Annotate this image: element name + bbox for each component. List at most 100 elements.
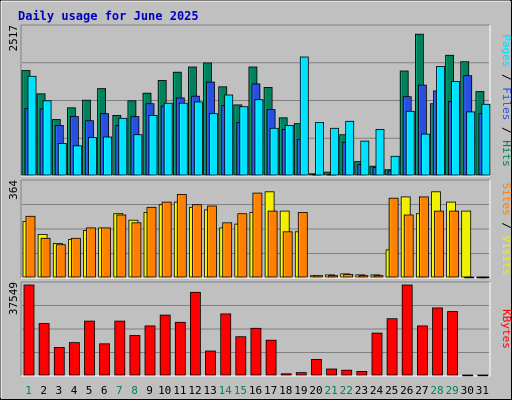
day-label-4: 4 xyxy=(71,384,78,397)
day-label-11: 11 xyxy=(173,384,186,397)
bar-pages-day-14 xyxy=(224,94,234,176)
bar-pages-day-8 xyxy=(133,134,143,176)
bar-sites-day-22 xyxy=(343,273,354,278)
bar-kbytes-day-7 xyxy=(114,320,126,376)
bar-sites-day-14 xyxy=(222,222,233,278)
bar-sites-day-4 xyxy=(71,237,81,278)
bar-kbytes-day-12 xyxy=(189,291,201,376)
bar-pages-day-15 xyxy=(239,106,249,176)
bar-kbytes-day-8 xyxy=(129,335,141,376)
day-label-22: 22 xyxy=(340,384,353,397)
legend-part: Visits xyxy=(500,236,512,276)
y-max-label: 2517 xyxy=(7,25,20,52)
day-label-1: 1 xyxy=(25,384,32,397)
bar-sites-day-6 xyxy=(101,227,111,278)
bar-kbytes-day-30 xyxy=(462,374,474,377)
bar-kbytes-day-3 xyxy=(53,346,65,376)
day-label-16: 16 xyxy=(249,384,262,397)
bar-kbytes-day-23 xyxy=(356,370,368,376)
legend-part: Files xyxy=(500,87,512,120)
day-label-18: 18 xyxy=(279,384,292,397)
bar-sites-day-23 xyxy=(358,275,369,278)
bar-sites-day-18 xyxy=(282,231,293,278)
bar-pages-day-4 xyxy=(73,145,82,176)
day-label-24: 24 xyxy=(370,384,384,397)
day-label-9: 9 xyxy=(146,384,153,397)
series-legend-label: Sites / Visits xyxy=(500,183,512,276)
bar-sites-day-31 xyxy=(479,276,490,279)
day-label-14: 14 xyxy=(219,384,233,397)
chart-title: Daily usage for June 2025 xyxy=(18,9,199,23)
bar-kbytes-day-9 xyxy=(144,325,156,376)
bar-sites-day-24 xyxy=(373,275,384,278)
bar-pages-day-24 xyxy=(375,128,385,176)
bar-sites-day-19 xyxy=(297,211,308,278)
legend-part: Hits xyxy=(500,140,512,167)
bar-sites-day-21 xyxy=(328,275,339,278)
bar-sites-day-15 xyxy=(237,213,248,278)
bar-pages-day-26 xyxy=(405,110,415,176)
bar-sites-day-12 xyxy=(191,204,202,278)
day-label-12: 12 xyxy=(188,384,201,397)
bar-sites-day-8 xyxy=(131,222,142,278)
series-legend-label: KBytes xyxy=(500,309,512,349)
legend-part: Pages xyxy=(500,34,512,67)
legend-part: Sites xyxy=(500,183,512,216)
series-legend-label: Pages / Files / Hits xyxy=(500,34,512,167)
bar-pages-day-21 xyxy=(330,127,340,176)
day-label-5: 5 xyxy=(86,384,93,397)
legend-part: / xyxy=(500,67,512,87)
bar-kbytes-day-5 xyxy=(84,320,95,376)
bar-pages-day-12 xyxy=(193,101,203,176)
bar-sites-day-10 xyxy=(161,201,172,278)
day-label-17: 17 xyxy=(264,384,277,397)
day-label-30: 30 xyxy=(461,384,474,397)
day-label-27: 27 xyxy=(415,384,428,397)
bar-sites-day-5 xyxy=(86,227,96,278)
bar-pages-day-3 xyxy=(57,143,67,176)
bar-pages-day-6 xyxy=(103,136,112,176)
bar-sites-day-28 xyxy=(434,210,444,278)
bar-sites-day-17 xyxy=(267,210,278,278)
bar-kbytes-day-16 xyxy=(250,327,262,376)
bar-kbytes-day-25 xyxy=(386,318,398,376)
bar-kbytes-day-11 xyxy=(174,321,186,376)
bar-kbytes-day-17 xyxy=(265,339,277,376)
bar-pages-day-30 xyxy=(466,111,476,176)
bar-pages-day-13 xyxy=(209,113,218,176)
day-label-31: 31 xyxy=(476,384,489,397)
bar-kbytes-day-4 xyxy=(69,342,80,376)
x-axis-day-labels: 1 2 3 4 5 6 7 8 9 10 11 12 13 14 15 16 17 18 19 20 21 22 23 24 2… xyxy=(25,384,489,397)
day-label-19: 19 xyxy=(294,384,307,397)
day-label-20: 20 xyxy=(309,384,322,397)
bar-pages-day-23 xyxy=(360,140,370,176)
bar-pages-day-22 xyxy=(345,120,355,176)
bar-sites-day-20 xyxy=(313,275,323,278)
bar-pages-day-10 xyxy=(163,102,173,176)
day-label-7: 7 xyxy=(116,384,123,397)
legend-part: KBytes xyxy=(500,309,512,349)
bar-sites-day-25 xyxy=(388,197,399,278)
day-label-8: 8 xyxy=(131,384,138,397)
bar-kbytes-day-21 xyxy=(326,368,338,376)
bar-pages-day-2 xyxy=(42,100,52,176)
bar-kbytes-day-10 xyxy=(159,314,171,376)
bar-kbytes-day-18 xyxy=(280,373,292,376)
bar-sites-day-30 xyxy=(464,276,475,279)
bar-kbytes-day-13 xyxy=(205,350,216,376)
bar-sites-day-7 xyxy=(116,214,127,278)
day-label-21: 21 xyxy=(324,384,337,397)
panel-hits: 2517 Pages / Files / Hits xyxy=(7,24,512,177)
bar-sites-day-9 xyxy=(146,206,157,278)
bar-kbytes-day-19 xyxy=(295,372,307,376)
day-label-13: 13 xyxy=(203,384,216,397)
bar-kbytes-day-22 xyxy=(341,369,353,376)
day-label-2: 2 xyxy=(40,384,47,397)
y-max-label: 364 xyxy=(7,180,20,200)
bar-sites-day-11 xyxy=(176,193,187,278)
day-label-6: 6 xyxy=(101,384,108,397)
day-label-26: 26 xyxy=(400,384,413,397)
bar-pages-day-11 xyxy=(178,102,188,176)
